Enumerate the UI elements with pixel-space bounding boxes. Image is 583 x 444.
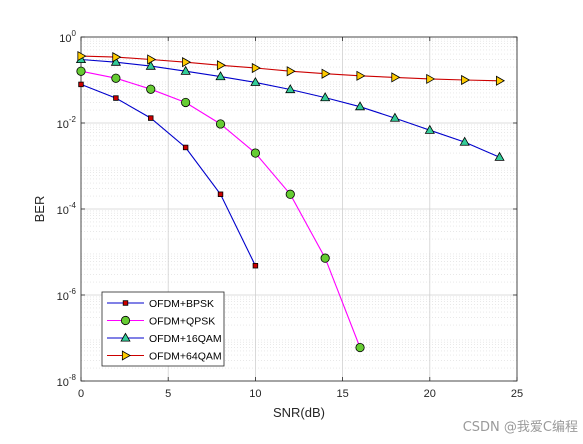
data-point-circle	[181, 97, 191, 108]
data-point-circle	[76, 66, 86, 76]
data-point-triangle	[320, 92, 331, 102]
data-point-triangle	[459, 136, 470, 146]
data-point-triangle-right	[356, 70, 366, 81]
x-tick-label: 0	[78, 388, 84, 400]
data-point-square	[148, 115, 154, 121]
data-point-square	[252, 262, 259, 269]
data-point-triangle-right	[147, 54, 157, 65]
series-ofdm-bpsk	[78, 81, 259, 269]
data-point-circle	[120, 315, 131, 326]
y-axis-ticks: 100 10-2 10-4 10-6 10-8	[57, 29, 517, 389]
data-point-triangle-right	[496, 75, 505, 86]
data-point-triangle	[424, 124, 435, 134]
data-point-square	[217, 191, 224, 197]
data-point-triangle-right	[286, 66, 296, 77]
data-point-triangle-right	[251, 62, 261, 74]
legend-label: OFDM+16QAM	[149, 333, 222, 345]
legend-label: OFDM+BPSK	[149, 298, 214, 310]
legend: OFDM+BPSK OFDM+QPSK OFDM+16QAM OFDM+64QAM	[101, 291, 225, 367]
legend-entry: OFDM+QPSK	[107, 316, 215, 328]
data-point-triangle	[215, 71, 226, 81]
legend-label: OFDM+64QAM	[149, 351, 222, 363]
data-point-circle	[355, 342, 365, 353]
y-tick-label: 10-4	[57, 201, 77, 217]
data-point-triangle	[250, 76, 261, 86]
data-point-circle	[250, 148, 260, 158]
data-point-circle	[285, 189, 295, 199]
x-tick-label: 20	[424, 388, 436, 400]
series-layer	[75, 50, 505, 353]
y-tick-label: 100	[59, 29, 76, 45]
data-point-circle	[146, 84, 156, 94]
x-tick-label: 5	[165, 388, 171, 400]
series-ofdm-qpsk	[76, 66, 365, 353]
data-point-square	[182, 144, 189, 151]
data-point-circle	[320, 253, 330, 263]
data-point-triangle-right	[461, 74, 471, 86]
data-point-triangle-right	[426, 73, 436, 85]
y-tick-label: 10-8	[57, 373, 77, 389]
data-point-square	[78, 81, 84, 88]
y-tick-label: 10-6	[57, 287, 77, 303]
data-point-triangle	[494, 151, 505, 161]
data-point-triangle-right	[321, 68, 331, 79]
data-point-triangle	[354, 101, 366, 111]
x-axis-label: SNR(dB)	[273, 405, 325, 420]
data-point-triangle	[180, 65, 191, 75]
data-point-square	[113, 95, 119, 101]
data-point-triangle-right	[121, 350, 131, 361]
data-point-triangle-right	[182, 57, 192, 68]
series-ofdm-64qam	[77, 50, 505, 86]
legend-entry: OFDM+64QAM	[107, 350, 222, 363]
data-point-triangle-right	[112, 52, 122, 63]
data-point-triangle-right	[391, 72, 401, 83]
data-point-triangle	[285, 84, 296, 94]
data-point-triangle	[120, 332, 131, 342]
data-point-square	[122, 300, 129, 306]
y-tick-label: 10-2	[57, 115, 77, 131]
legend-label: OFDM+QPSK	[149, 316, 215, 328]
data-point-circle	[111, 73, 121, 83]
x-tick-label: 15	[336, 388, 348, 400]
x-tick-label: 25	[511, 388, 523, 400]
x-tick-label: 10	[249, 388, 261, 400]
data-point-circle	[215, 119, 226, 129]
y-axis-label: BER	[32, 196, 47, 223]
x-axis-ticks: 0 5 10 15 20 25	[78, 37, 523, 400]
watermark: CSDN @我爱C编程	[463, 420, 578, 435]
data-point-triangle	[145, 60, 156, 70]
data-point-triangle-right	[77, 50, 87, 62]
legend-entry: OFDM+16QAM	[107, 332, 222, 345]
data-point-triangle	[389, 112, 401, 122]
legend-entry: OFDM+BPSK	[107, 298, 214, 310]
series-line	[80, 83, 256, 266]
data-point-triangle-right	[216, 60, 226, 71]
